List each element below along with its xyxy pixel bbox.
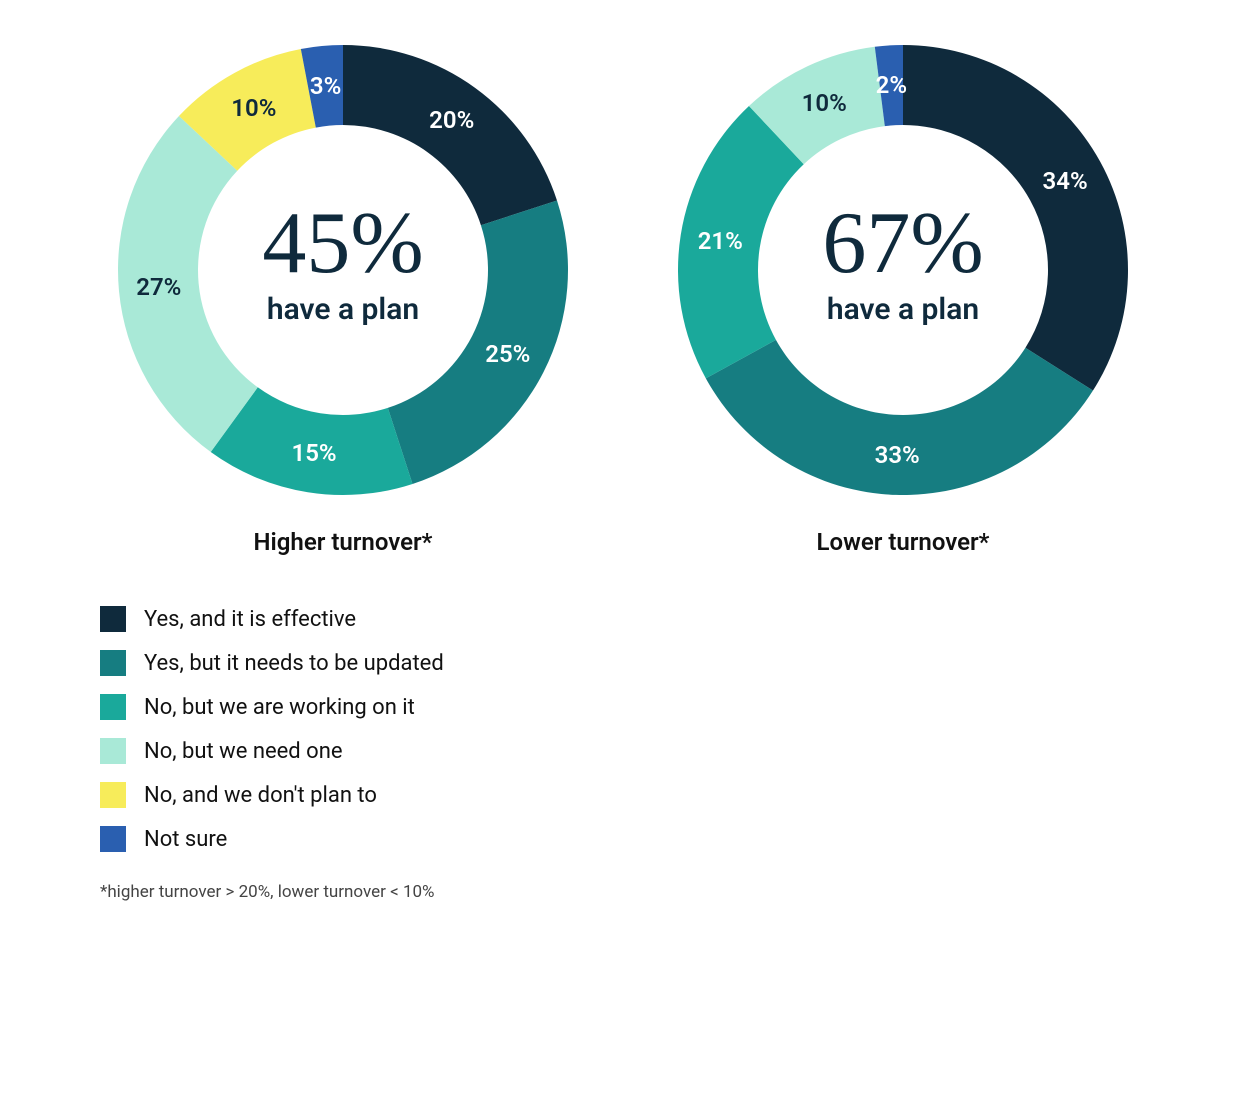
legend: Yes, and it is effective Yes, but it need… (100, 606, 1226, 852)
legend-swatch (100, 738, 126, 764)
legend-label: Not sure (144, 827, 227, 852)
chart-higher-turnover: 45% have a plan 20% 25% 15% 27% 10% 3% Higher… (93, 20, 593, 556)
legend-label: No, and we don't plan to (144, 783, 377, 808)
legend-item: No, and we don't plan to (100, 782, 1226, 808)
legend-swatch (100, 782, 126, 808)
legend-label: Yes, but it needs to be updated (144, 651, 444, 676)
slice-label: 15% (291, 439, 336, 467)
slice-label: 33% (875, 441, 920, 469)
slice-label: 21% (698, 227, 743, 255)
legend-swatch (100, 650, 126, 676)
donut-chart-higher: 45% have a plan 20% 25% 15% 27% 10% 3% (93, 20, 593, 520)
chart-title-higher: Higher turnover* (254, 528, 433, 556)
legend-item: No, but we need one (100, 738, 1226, 764)
donut-chart-lower: 67% have a plan 34% 33% 21% 10% 2% (653, 20, 1153, 520)
legend-label: Yes, and it is effective (144, 607, 356, 632)
legend-label: No, but we need one (144, 739, 343, 764)
chart-title-lower: Lower turnover* (817, 528, 990, 556)
donut-slice (706, 340, 1093, 495)
slice-label: 3% (310, 72, 341, 100)
chart-lower-turnover: 67% have a plan 34% 33% 21% 10% 2% Lower tur… (653, 20, 1153, 556)
center-value: 45% (262, 200, 423, 288)
slice-label: 10% (231, 94, 276, 122)
legend-swatch (100, 606, 126, 632)
center-label-lower: 67% have a plan (822, 200, 983, 327)
slice-label: 25% (485, 340, 530, 368)
center-value: 67% (822, 200, 983, 288)
slice-label: 2% (876, 71, 907, 99)
slice-label: 20% (429, 106, 474, 134)
slice-label: 10% (802, 89, 847, 117)
charts-row: 45% have a plan 20% 25% 15% 27% 10% 3% Higher… (20, 20, 1226, 556)
legend-item: Not sure (100, 826, 1226, 852)
legend-swatch (100, 826, 126, 852)
legend-item: Yes, and it is effective (100, 606, 1226, 632)
legend-label: No, but we are working on it (144, 695, 415, 720)
footnote: *higher turnover > 20%, lower turnover <… (100, 882, 1226, 902)
legend-item: Yes, but it needs to be updated (100, 650, 1226, 676)
center-sub: have a plan (262, 292, 423, 327)
center-label-higher: 45% have a plan (262, 200, 423, 327)
slice-label: 27% (136, 273, 181, 301)
legend-item: No, but we are working on it (100, 694, 1226, 720)
legend-swatch (100, 694, 126, 720)
center-sub: have a plan (822, 292, 983, 327)
slice-label: 34% (1043, 167, 1088, 195)
